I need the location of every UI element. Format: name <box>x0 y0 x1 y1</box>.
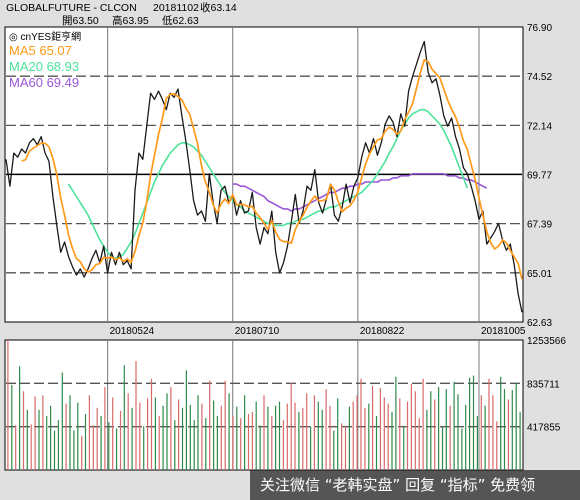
low-label: 低62.63 <box>162 14 199 27</box>
vol-y-tick-label-0: 1253566 <box>527 336 566 347</box>
x-tick-label-0: 20180524 <box>110 326 155 337</box>
y-tick-label-1: 74.52 <box>527 72 552 83</box>
y-tick-label-6: 62.63 <box>527 318 552 329</box>
series-price-line <box>5 40 523 313</box>
series-ma5-line <box>21 58 523 280</box>
symbol-label: GLOBALFUTURE - CLCON <box>6 2 137 14</box>
date-label: 20181102 <box>153 2 199 14</box>
legend-ma60: MA60 69.49 <box>9 75 79 90</box>
y-tick-label-2: 72.14 <box>527 121 552 132</box>
x-tick-label-2: 20180822 <box>360 326 405 337</box>
close-label: 收63.14 <box>200 1 237 14</box>
high-label: 高63.95 <box>112 14 149 27</box>
x-tick-label-1: 20180710 <box>235 326 280 337</box>
source-label: ◎ cnYES鉅亨網 <box>9 30 81 43</box>
vol-y-tick-label-1: 835711 <box>527 379 560 390</box>
y-tick-label-5: 65.01 <box>527 269 552 280</box>
legend-ma20: MA20 68.93 <box>9 59 79 74</box>
open-label: 開63.50 <box>62 15 99 27</box>
volume-bars <box>7 340 521 470</box>
price-lines <box>5 40 523 313</box>
axis-ticks: 76.90 74.52 72.14 69.77 67.39 65.01 62.63 20180… <box>110 23 567 434</box>
watermark-banner: 关注微信 “老韩实盘” 回复 “指标” 免费领 <box>250 470 580 500</box>
legend-ma5: MA5 65.07 <box>9 43 72 58</box>
vol-y-tick-label-2: 417855 <box>527 423 561 434</box>
y-tick-label-0: 76.90 <box>527 23 552 34</box>
y-tick-label-4: 67.39 <box>527 220 552 231</box>
x-tick-label-3: 20181005 <box>481 326 526 337</box>
y-tick-label-3: 69.77 <box>527 170 552 181</box>
